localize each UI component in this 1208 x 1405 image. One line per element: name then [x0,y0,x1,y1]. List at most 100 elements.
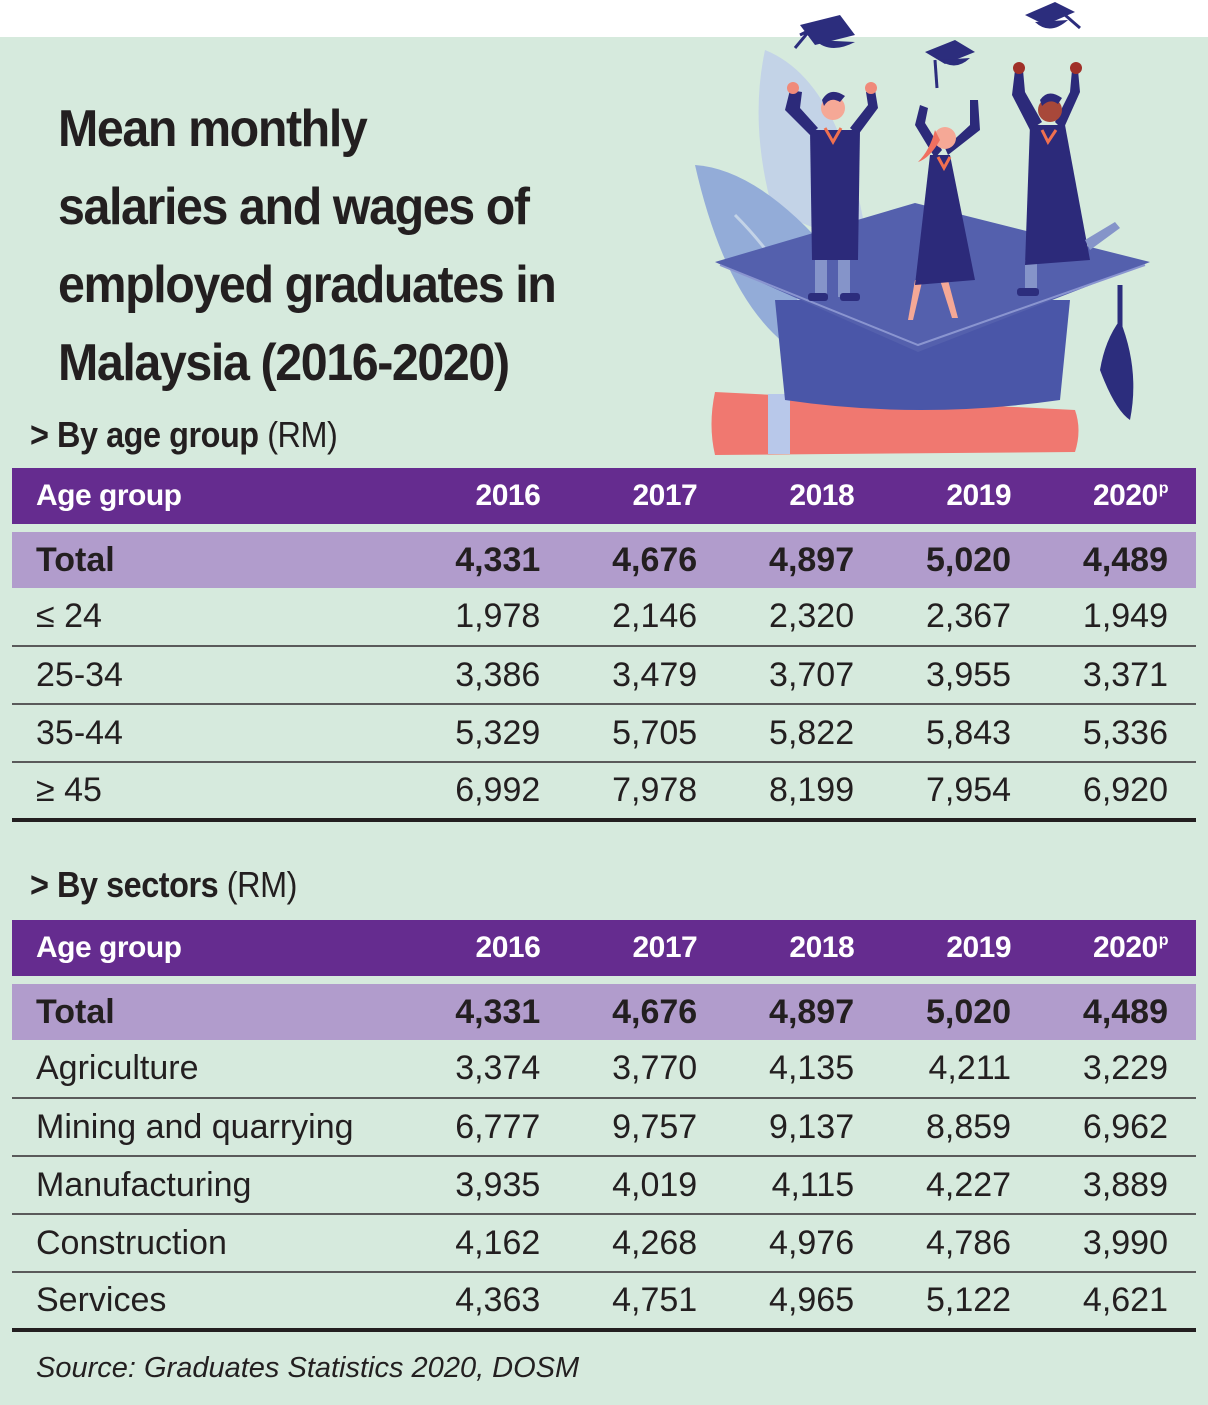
row-label: ≥ 45 [12,762,412,822]
cell-value: 4,489 [1082,540,1168,579]
section-heading-sectors: > By sectors (RM) [30,864,297,906]
section-heading-age-group: > By age group (RM) [30,414,338,456]
cell-value: 1,949 [1039,588,1196,647]
row-label: Manufacturing [12,1156,412,1215]
cell-value: 1,978 [411,588,569,647]
cell-value: 6,962 [1039,1098,1196,1157]
cell-value: 5,122 [882,1272,1040,1332]
cell-value: 5,336 [1039,704,1196,763]
age-group-table: Age group 2016 2017 2018 2019 2020p Tota… [12,468,1196,822]
cell-value: 3,707 [725,646,883,705]
column-header: 2016 [475,931,541,964]
cell-value: 4,976 [725,1214,883,1273]
row-label: Agriculture [12,1040,412,1099]
page-title: Mean monthly salaries and wages of emplo… [58,90,653,402]
column-header: Age group [36,931,182,964]
row-label: Total [36,992,115,1031]
cell-value: 4,897 [769,540,855,579]
row-label: 35-44 [12,704,412,763]
table-row: 35-44 5,329 5,705 5,822 5,843 5,336 [12,704,1196,763]
cell-value: 4,676 [612,540,698,579]
cell-value: 4,115 [725,1156,883,1215]
cell-value: 8,199 [725,762,883,822]
table-row: ≥ 45 6,992 7,978 8,199 7,954 6,920 [12,762,1196,822]
cell-value: 5,843 [882,704,1040,763]
section-heading-text: > By sectors [30,864,219,905]
section-unit: (RM) [267,414,338,455]
column-header: 2016 [475,479,541,512]
cell-value: 8,859 [882,1098,1040,1157]
cell-value: 3,935 [411,1156,569,1215]
column-header: 2019 [946,479,1012,512]
table-header-row: Age group 2016 2017 2018 2019 2020p [12,920,1196,976]
cell-value: 5,329 [411,704,569,763]
row-label: Services [12,1272,412,1332]
cell-value: 4,897 [769,992,855,1031]
cell-value: 3,479 [568,646,726,705]
cell-value: 3,386 [411,646,569,705]
cell-value: 5,020 [925,540,1012,579]
cell-value: 3,770 [568,1040,726,1099]
table-row: Manufacturing 3,935 4,019 4,115 4,227 3,… [12,1156,1196,1215]
graduates-illustration [695,2,1150,455]
cell-value: 4,162 [411,1214,569,1273]
column-header: 2020p [1039,920,1196,976]
total-row: Total 4,331 4,676 4,897 5,020 4,489 [12,532,1196,588]
provisional-marker: p [1158,932,1169,949]
column-header: 2017 [632,479,698,512]
column-header: 2017 [632,931,698,964]
section-unit: (RM) [226,864,298,905]
cell-value: 9,137 [725,1098,883,1157]
cell-value: 4,019 [568,1156,726,1215]
table-row: ≤ 24 1,978 2,146 2,320 2,367 1,949 [12,588,1196,647]
column-header: 2018 [789,479,855,512]
cell-value: 4,211 [882,1040,1040,1099]
cell-value: 2,367 [882,588,1040,647]
table-row: Agriculture 3,374 3,770 4,135 4,211 3,22… [12,1040,1196,1099]
total-row: Total 4,331 4,676 4,897 5,020 4,489 [12,984,1196,1040]
cell-value: 3,889 [1039,1156,1196,1215]
provisional-marker: p [1158,480,1169,497]
title-line: salaries and wages of [58,178,530,236]
row-label: Mining and quarrying [12,1098,412,1157]
column-header: 2019 [946,931,1012,964]
row-label: Total [36,540,115,579]
cell-value: 3,990 [1039,1214,1196,1273]
column-header: 2018 [789,931,855,964]
cell-value: 5,020 [925,992,1012,1031]
cell-value: 9,757 [568,1098,726,1157]
title-line: employed graduates in [58,256,557,314]
section-heading-text: > By age group [30,414,259,455]
cell-value: 6,920 [1039,762,1196,822]
cell-value: 4,786 [882,1214,1040,1273]
row-label: Construction [12,1214,412,1273]
table-row: Services 4,363 4,751 4,965 5,122 4,621 [12,1272,1196,1332]
table-row: 25-34 3,386 3,479 3,707 3,955 3,371 [12,646,1196,705]
row-label: ≤ 24 [12,588,412,647]
cell-value: 4,268 [568,1214,726,1273]
cell-value: 7,978 [568,762,726,822]
cell-value: 4,135 [725,1040,883,1099]
cell-value: 3,374 [411,1040,569,1099]
cell-value: 3,229 [1039,1040,1196,1099]
cell-value: 4,751 [568,1272,726,1332]
cell-value: 4,227 [882,1156,1040,1215]
cell-value: 4,363 [411,1272,569,1332]
column-header-text: 2020 [1092,931,1158,964]
table-row: Mining and quarrying 6,777 9,757 9,137 8… [12,1098,1196,1157]
title-line: Malaysia (2016-2020) [58,334,510,392]
cell-value: 4,331 [455,992,541,1031]
table-header-row: Age group 2016 2017 2018 2019 2020p [12,468,1196,524]
cell-value: 4,489 [1082,992,1168,1031]
cell-value: 2,320 [725,588,883,647]
sectors-table: Age group 2016 2017 2018 2019 2020p Tota… [12,920,1196,1332]
cell-value: 4,621 [1039,1272,1196,1332]
cell-value: 4,331 [455,540,541,579]
cell-value: 3,955 [882,646,1040,705]
source-note: Source: Graduates Statistics 2020, DOSM [36,1352,580,1384]
table-row: Construction 4,162 4,268 4,976 4,786 3,9… [12,1214,1196,1273]
cell-value: 6,992 [411,762,569,822]
cell-value: 7,954 [882,762,1040,822]
column-header: 2020p [1039,468,1196,524]
cell-value: 4,676 [612,992,698,1031]
